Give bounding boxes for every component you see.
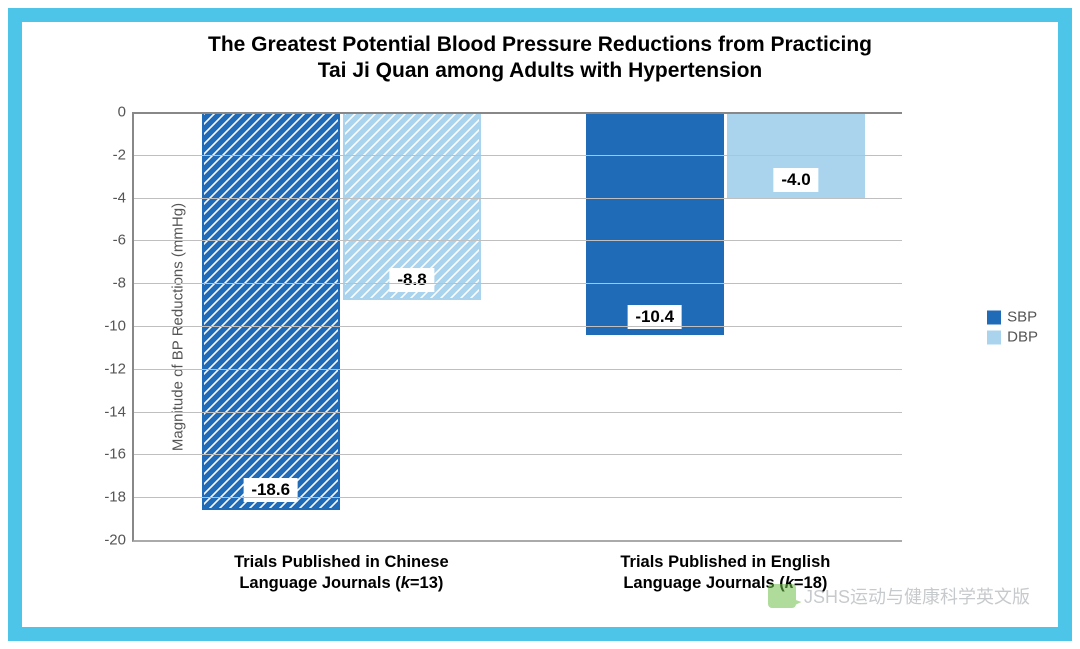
y-tick-label: -16 (104, 446, 126, 463)
y-tick-label: -6 (113, 232, 126, 249)
x-cat-line1: Trials Published in English (620, 553, 830, 571)
y-tick-label: -14 (104, 403, 126, 420)
x-cat-line2: Language Journals (k=13) (239, 574, 443, 592)
y-tick-label: -8 (113, 275, 126, 292)
legend-item-dbp: DBP (987, 329, 1038, 346)
gridline (134, 497, 902, 498)
gridline (134, 198, 902, 199)
plot-area: Magnitude of BP Reductions (mmHg) -18.6-… (132, 112, 902, 542)
outer-frame: The Greatest Potential Blood Pressure Re… (8, 8, 1072, 641)
bar-dbp-cat0: -8.8 (343, 112, 481, 300)
gridline (134, 283, 902, 284)
y-tick-label: -4 (113, 189, 126, 206)
legend-label-sbp: SBP (1007, 309, 1037, 326)
chart-title: The Greatest Potential Blood Pressure Re… (22, 22, 1058, 85)
gridline (134, 155, 902, 156)
legend-label-dbp: DBP (1007, 329, 1038, 346)
gridline (134, 454, 902, 455)
chart-title-line1: The Greatest Potential Blood Pressure Re… (208, 33, 872, 56)
y-tick-label: -12 (104, 360, 126, 377)
y-tick-label: -20 (104, 532, 126, 549)
gridline (134, 412, 902, 413)
bar-value-label: -18.6 (243, 478, 298, 502)
legend-swatch-dbp (987, 330, 1001, 344)
bar-value-label: -4.0 (773, 168, 818, 192)
legend-swatch-sbp (987, 310, 1001, 324)
x-cat-line1: Trials Published in Chinese (234, 553, 449, 571)
gridline (134, 240, 902, 241)
y-tick-label: -2 (113, 146, 126, 163)
y-tick-label: -18 (104, 489, 126, 506)
y-tick-label: 0 (118, 104, 126, 121)
y-tick-label: -10 (104, 318, 126, 335)
legend: SBP DBP (987, 306, 1038, 349)
wechat-icon (768, 584, 796, 608)
watermark-text: JSHS运动与健康科学英文版 (804, 583, 1030, 609)
bar-sbp-cat1: -10.4 (586, 112, 724, 335)
bar-value-label: -8.8 (389, 268, 434, 292)
zero-baseline (134, 112, 902, 114)
plot-rect: -18.6-8.8-10.4-4.0 0-2-4-6-8-10-12-14-16… (132, 112, 902, 542)
chart-card: The Greatest Potential Blood Pressure Re… (22, 22, 1058, 627)
gridline (134, 369, 902, 370)
bar-value-label: -10.4 (627, 305, 682, 329)
x-category-label: Trials Published in Chinese Language Jour… (191, 552, 491, 593)
legend-item-sbp: SBP (987, 309, 1038, 326)
gridline (134, 326, 902, 327)
watermark: JSHS运动与健康科学英文版 (768, 583, 1030, 609)
bar-sbp-cat0: -18.6 (202, 112, 340, 510)
chart-title-line2: Tai Ji Quan among Adults with Hypertensi… (318, 59, 763, 82)
